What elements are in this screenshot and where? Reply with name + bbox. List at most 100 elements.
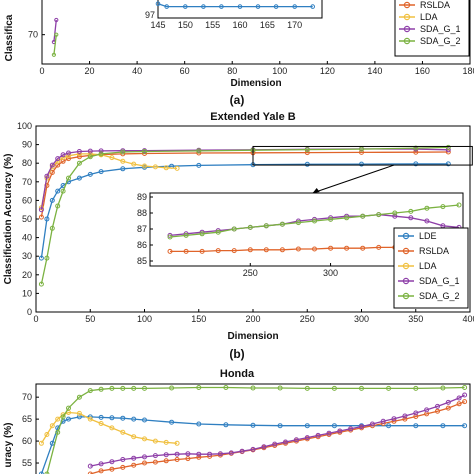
chart-yaleb-point-sda-g-1 xyxy=(60,152,66,158)
chart-yaleb-legend-label-lda: LDA xyxy=(419,261,437,271)
chart-yaleb-inset-point-sda-g-2 xyxy=(440,204,446,210)
chart-honda-point-sda-g-2 xyxy=(413,385,419,391)
chart-honda-series xyxy=(38,385,468,474)
chart-yaleb-point-rslda xyxy=(66,156,71,162)
chart-yaleb-legend-label-sda-g-2: SDA_G_2 xyxy=(419,291,460,301)
chart-honda-point-sda-g-1 xyxy=(304,435,310,441)
chart-yaleb-point-lda xyxy=(163,165,169,171)
chart-yaleb: Extended Yale B 0 50 100 150 200 250 300 350 40 0… xyxy=(3,111,474,361)
chart-honda-point-sda-g-2 xyxy=(386,385,392,391)
chart-honda-point-sda-g-2 xyxy=(98,386,104,392)
chart-honda-point-sda-g-2 xyxy=(55,429,61,435)
chart-yaleb-legend-label-lde: LDE xyxy=(419,231,437,241)
chart-honda-point-sda-g-1 xyxy=(391,416,397,422)
chart-yaleb-point-lda xyxy=(109,155,115,161)
chart-honda-y-tick-label: 55 xyxy=(22,458,32,468)
chart-honda-point-sda-g-1 xyxy=(359,424,364,430)
chart-yaleb-inset-point-sda-g-2 xyxy=(247,224,253,230)
chart-top-inset-point-lde xyxy=(273,4,279,9)
chart-honda-point-sda-g-1 xyxy=(456,395,462,401)
chart-top-x-tick-label: 100 xyxy=(272,66,287,76)
chart-top-x-tick-label: 20 xyxy=(85,66,95,76)
chart-yaleb-inset-point-sda-g-2 xyxy=(328,216,334,222)
chart-yaleb-inset-point-rslda xyxy=(376,244,382,250)
chart-honda-point-lde xyxy=(131,416,137,422)
chart-honda-line-lda xyxy=(40,411,178,444)
chart-yaleb-zoom-rect xyxy=(252,145,473,166)
chart-honda-point-sda-g-1 xyxy=(272,441,278,447)
chart-top-inset-x-tick-label: 160 xyxy=(232,20,247,30)
chart-yaleb-point-rslda xyxy=(445,149,451,155)
chart-yaleb-y-tick-label: 50 xyxy=(22,214,32,224)
chart-honda-point-sda-g-1 xyxy=(380,418,386,424)
chart-top-x-label: Dimension xyxy=(230,78,281,89)
chart-yaleb-point-lda xyxy=(60,155,66,161)
chart-honda-point-sda-g-1 xyxy=(283,439,288,445)
chart-yaleb-point-sda-g-2 xyxy=(304,147,310,153)
chart-yaleb-x-tick-label: 300 xyxy=(354,314,369,324)
chart-yaleb-x-tick-label: 250 xyxy=(300,314,315,324)
chart-yaleb-point-sda-g-2 xyxy=(49,225,55,231)
chart-honda-point-lda xyxy=(55,416,61,422)
chart-top-y-ticks: 70 xyxy=(28,30,45,40)
chart-top-x-tick-label: 160 xyxy=(415,66,430,76)
chart-honda-point-sda-g-1 xyxy=(435,403,440,409)
chart-yaleb-point-lde xyxy=(76,175,82,181)
chart-yaleb-zoom-box xyxy=(252,145,473,194)
chart-top-inset-frame xyxy=(157,0,323,19)
chart-yaleb-inset-point-sda-g-2 xyxy=(376,212,382,218)
chart-honda-point-lda xyxy=(38,440,44,446)
chart-yaleb-inset-y-tick-label: 87 xyxy=(137,224,147,234)
chart-honda-point-sda-g-1 xyxy=(207,451,213,457)
chart-yaleb-point-sda-g-2 xyxy=(142,149,147,154)
chart-yaleb-x-tick-label: 100 xyxy=(137,314,152,324)
chart-top-inset-x-tick-label: 155 xyxy=(205,20,220,30)
chart-yaleb-y-tick-label: 90 xyxy=(22,140,32,150)
chart-yaleb-inset-y-tick-label: 89 xyxy=(137,192,147,202)
chart-honda-point-lda xyxy=(49,423,55,429)
chart-top-x-tick-label: 40 xyxy=(132,66,142,76)
chart-yaleb-point-lde xyxy=(55,188,61,194)
chart-honda-point-sda-g-1 xyxy=(445,399,451,405)
chart-honda-point-lda xyxy=(76,410,82,416)
chart-yaleb-inset-point-sda-g-2 xyxy=(183,232,189,238)
chart-yaleb-x-label: Dimension xyxy=(227,331,278,342)
chart-top-x-tick-label: 140 xyxy=(367,66,382,76)
chart-yaleb-point-sda-g-2 xyxy=(44,255,50,261)
chart-yaleb-point-sda-g-1 xyxy=(76,149,82,154)
chart-honda-point-sda-g-2 xyxy=(76,394,82,400)
chart-top-legend-marker-sda-g-2 xyxy=(403,37,411,45)
chart-honda-point-lde xyxy=(304,423,310,429)
chart-honda-y-label: uracy (%) xyxy=(3,422,14,467)
chart-honda-point-rslda xyxy=(152,459,158,465)
chart-yaleb-inset-point-sda-g-2 xyxy=(456,202,462,208)
chart-top-inset-point-lde xyxy=(155,1,161,6)
chart-honda-point-sda-g-1 xyxy=(131,455,137,461)
chart-yaleb-y-tick-label: 10 xyxy=(22,288,32,298)
chart-yaleb-point-lda xyxy=(142,163,147,169)
chart-honda-point-sda-g-1 xyxy=(228,450,234,456)
chart-yaleb-point-sda-g-2 xyxy=(76,160,82,166)
chart-yaleb-legend-marker-sda-g-2 xyxy=(402,292,410,300)
chart-yaleb-inset-point-rslda xyxy=(328,245,334,251)
chart-top-inset-point-lde xyxy=(310,4,316,9)
chart-yaleb-point-sda-g-2 xyxy=(445,144,451,150)
chart-yaleb-y-tick-label: 60 xyxy=(22,195,32,205)
chart-top-y-label: Classifica xyxy=(4,14,15,61)
chart-yaleb-y-tick-label: 30 xyxy=(22,251,32,261)
chart-honda-point-sda-g-2 xyxy=(44,471,50,474)
chart-yaleb-inset-point-rslda xyxy=(215,248,221,254)
chart-honda-point-lde xyxy=(120,415,126,421)
chart-yaleb-x-ticks: 0 50 100 150 200 250 300 350 400 xyxy=(33,309,474,324)
chart-yaleb-point-sda-g-1 xyxy=(55,156,61,162)
chart-honda-y-tick-label: 60 xyxy=(22,436,32,446)
chart-honda-point-lde xyxy=(142,417,147,423)
chart-honda-point-sda-g-1 xyxy=(120,457,126,462)
chart-honda-point-lde xyxy=(440,423,446,429)
chart-honda-point-lde xyxy=(223,422,229,428)
chart-honda-point-lda xyxy=(163,439,169,445)
chart-top-x-tick-label: 180 xyxy=(462,66,474,76)
chart-yaleb-inset-point-sda-g-2 xyxy=(279,221,285,227)
chart-honda-point-sda-g-1 xyxy=(261,444,267,450)
chart-yaleb-point-sda-g-1 xyxy=(98,148,104,154)
